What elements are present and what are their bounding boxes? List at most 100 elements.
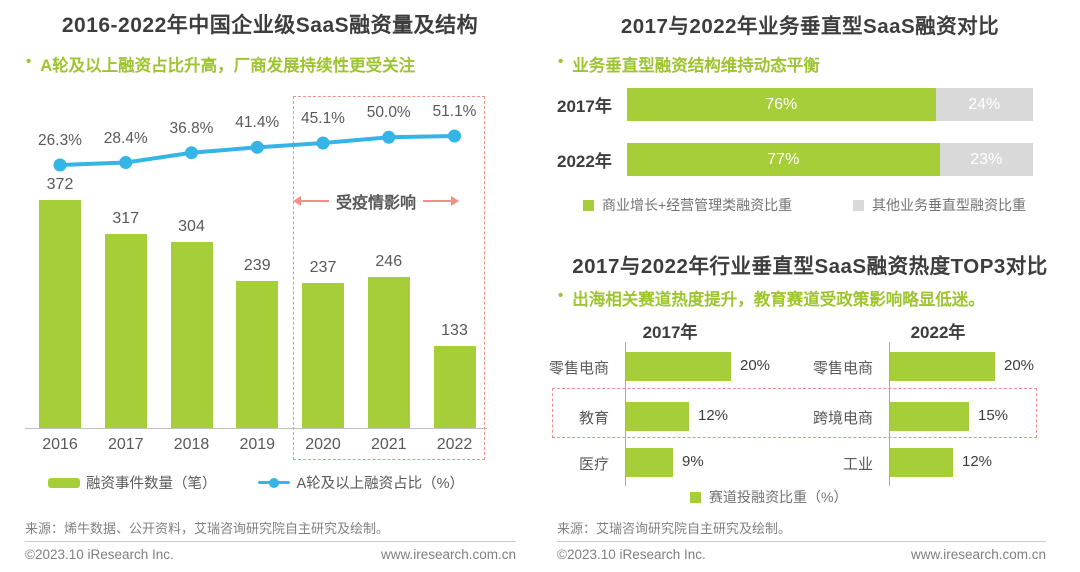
- legend-bar-label: 融资事件数量（笔）: [85, 476, 217, 492]
- bar-swatch-icon: [47, 477, 80, 488]
- line-dot-2020: [316, 136, 330, 150]
- bar-2019: [236, 281, 279, 428]
- top3-bar-2022年-工业: [890, 448, 953, 477]
- covid-highlight-box: [293, 96, 485, 460]
- legend-item-line-series: A轮及以上融资占比（%）: [258, 472, 464, 493]
- right-section: 2017与2022年业务垂直型SaaS融资对比 • 业务垂直型融资结构维持动态平…: [540, 0, 1080, 572]
- bar-value-2018: 304: [178, 218, 205, 235]
- x-tick-2020: 2020: [305, 436, 341, 453]
- stacked-legend-gray-label: 其他业务垂直型融资比重: [872, 197, 1026, 213]
- stacked-row-2017年: 2017年 76% 24%: [557, 88, 1063, 121]
- bar-value-2017: 317: [112, 210, 140, 227]
- left-footer-divider: [25, 541, 516, 542]
- top3-value-2022年-工业: 12%: [962, 453, 993, 470]
- right-bottom-subtitle-text: 出海相关赛道热度提升，教育赛道受政策影响略显低迷。: [572, 291, 985, 309]
- stacked-row-label: 2017年: [557, 97, 612, 116]
- left-source-note: 来源：烯牛数据、公开资料，艾瑞咨询研究院自主研究及绘制。: [25, 521, 390, 536]
- stacked-bar-chart: 商业增长+经营管理类融资比重 其他业务垂直型融资比重 2017年 76% 24% 20…: [557, 85, 1063, 215]
- right-arrow-icon: [423, 196, 460, 206]
- right-top-subtitle-text: 业务垂直型融资结构维持动态平衡: [572, 57, 820, 75]
- line-value-2020: 45.1%: [301, 110, 345, 127]
- left-arrow-icon: [293, 196, 329, 206]
- legend-item-bar-series: 融资事件数量（笔）: [47, 472, 217, 493]
- top3-bar-2022年-跨境电商: [890, 402, 969, 431]
- top3-axis-2022: [889, 342, 890, 486]
- covid-annotation-label: 受疫情影响: [336, 195, 417, 212]
- covid-annotation: 受疫情影响: [293, 189, 483, 213]
- right-top-chart-title: 2017与2022年业务垂直型SaaS融资对比: [620, 15, 1000, 38]
- bar-value-2022: 133: [441, 322, 468, 339]
- category-label-零售电商: 零售电商: [812, 360, 873, 377]
- legend-line-label: A轮及以上融资占比（%）: [296, 476, 465, 492]
- stacked-row-label: 2022年: [557, 152, 612, 171]
- top3-value-2017年-零售电商: 20%: [740, 357, 771, 374]
- bullet-icon: •: [26, 53, 32, 70]
- right-bottom-chart-title: 2017与2022年行业垂直型SaaS融资热度TOP3对比: [572, 255, 1048, 278]
- segment-gray: 23%: [939, 143, 1033, 176]
- bar-value-2016: 372: [46, 176, 74, 193]
- bullet-icon: •: [558, 287, 564, 304]
- stacked-bar: 77% 23%: [627, 143, 1033, 176]
- stacked-legend-green-label: 商业增长+经营管理类融资比重: [602, 197, 793, 213]
- line-value-2017: 28.4%: [103, 129, 148, 147]
- top3-value-2022年-零售电商: 20%: [1004, 357, 1035, 374]
- bar-value-2021: 246: [375, 253, 403, 270]
- x-tick-2016: 2016: [42, 436, 78, 453]
- top3-axis-2017: [625, 342, 626, 486]
- category-label-跨境电商: 跨境电商: [812, 410, 873, 427]
- top3-bar-2017年-教育: [626, 402, 689, 431]
- top3-value-2022年-跨境电商: 15%: [978, 407, 1009, 424]
- right-footer-divider: [557, 541, 1046, 542]
- top3-header-2017: 2017年: [642, 323, 698, 342]
- line-dot-2016: [53, 158, 67, 172]
- x-tick-2019: 2019: [239, 436, 276, 453]
- line-value-2021: 50.0%: [366, 104, 411, 122]
- right-copyright: ©2023.10 iResearch Inc.: [557, 547, 706, 562]
- bar-2020: [302, 283, 344, 428]
- line-dot-2017: [119, 156, 133, 170]
- top3-legend-label: 赛道投融资比重（%）: [709, 489, 848, 505]
- line-swatch-icon: [258, 477, 291, 488]
- bar-2017: [104, 234, 147, 428]
- bar-2016: [39, 200, 81, 428]
- line-dot-2018: [185, 146, 198, 160]
- stacked-legend-gray: 其他业务垂直型融资比重: [853, 195, 1026, 215]
- right-website-link[interactable]: www.iresearch.com.cn: [910, 547, 1046, 562]
- x-tick-2022: 2022: [436, 436, 473, 453]
- right-bottom-chart-subtitle: • 出海相关赛道热度提升，教育赛道受政策影响略显低迷。: [558, 286, 985, 310]
- green-square-icon: [690, 491, 701, 503]
- bar-value-2019: 239: [243, 257, 271, 274]
- category-label-零售电商: 零售电商: [548, 360, 609, 377]
- line-dot-2021: [382, 130, 396, 144]
- stacked-legend-green: 商业增长+经营管理类融资比重: [583, 195, 792, 215]
- category-label-医疗: 医疗: [578, 456, 609, 473]
- category-label-工业: 工业: [842, 456, 873, 473]
- left-copyright: ©2023.10 iResearch Inc.: [25, 547, 174, 562]
- segment-gray: 24%: [935, 88, 1033, 121]
- line-series: [53, 129, 461, 172]
- x-axis-line: [25, 428, 487, 429]
- stacked-bar: 76% 24%: [627, 88, 1033, 121]
- green-square-icon: [583, 199, 594, 211]
- line-value-2019: 41.4%: [235, 114, 280, 132]
- top3-bar-2022年-零售电商: [890, 352, 995, 381]
- top3-bar-2017年-医疗: [626, 448, 673, 477]
- x-tick-2017: 2017: [107, 436, 144, 453]
- top3-bar-2017年-零售电商: [626, 352, 731, 381]
- category-label-教育: 教育: [578, 410, 609, 427]
- bar-value-2020: 237: [309, 259, 337, 276]
- left-chart-subtitle-text: A轮及以上融资占比升高，厂商发展持续性更受关注: [40, 57, 416, 75]
- bar-2018: [170, 242, 213, 428]
- top3-grouped-bar-chart: 2017年 2022年 赛道投融资比重（%） 零售电商 20% 教育 12% 医疗 9% 零…: [540, 300, 1080, 510]
- bar-2021: [367, 277, 410, 428]
- bullet-icon: •: [558, 53, 564, 70]
- left-website-link[interactable]: www.iresearch.com.cn: [380, 547, 516, 562]
- bar-2022: [433, 346, 476, 428]
- right-top-chart-subtitle: • 业务垂直型融资结构维持动态平衡: [558, 52, 820, 76]
- combo-chart: 受疫情影响 372 2016 26.3% 317 2017 28.4% 304 2018 36.…: [25, 90, 487, 462]
- left-section: 2016-2022年中国企业级SaaS融资量及结构 • A轮及以上融资占比升高，…: [25, 14, 516, 562]
- top3-value-2017年-教育: 12%: [698, 407, 729, 424]
- left-chart-legend: 融资事件数量（笔） A轮及以上融资占比（%）: [25, 472, 487, 493]
- top3-highlight-box: [552, 388, 1037, 438]
